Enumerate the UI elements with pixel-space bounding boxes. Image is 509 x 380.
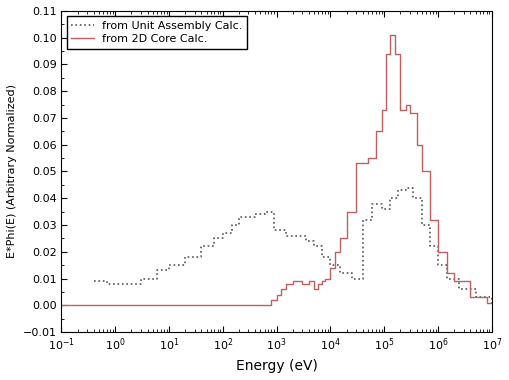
from 2D Core Calc. bbox=[322, 276, 328, 281]
from Unit Assembly Calc. bbox=[311, 244, 317, 249]
from 2D Core Calc. bbox=[403, 102, 409, 107]
from Unit Assembly Calc. bbox=[472, 295, 478, 299]
from Unit Assembly Calc. bbox=[327, 263, 333, 268]
from 2D Core Calc. bbox=[373, 129, 379, 134]
from 2D Core Calc. bbox=[444, 271, 450, 276]
from 2D Core Calc. bbox=[220, 303, 226, 307]
from Unit Assembly Calc. bbox=[395, 188, 401, 193]
from Unit Assembly Calc. bbox=[379, 207, 385, 211]
from Unit Assembly Calc. bbox=[489, 300, 495, 305]
from Unit Assembly Calc. bbox=[199, 244, 205, 249]
from Unit Assembly Calc. bbox=[500, 303, 506, 307]
from 2D Core Calc. bbox=[258, 303, 264, 307]
from Unit Assembly Calc. bbox=[319, 255, 325, 260]
from 2D Core Calc. bbox=[484, 300, 490, 305]
from 2D Core Calc. bbox=[331, 250, 337, 254]
from Unit Assembly Calc. bbox=[138, 276, 144, 281]
from Unit Assembly Calc. bbox=[403, 185, 409, 190]
from Unit Assembly Calc. bbox=[166, 263, 172, 268]
from 2D Core Calc. bbox=[379, 108, 385, 112]
from Unit Assembly Calc. bbox=[303, 239, 309, 243]
from 2D Core Calc. bbox=[451, 279, 457, 283]
from 2D Core Calc. bbox=[268, 298, 274, 302]
from Unit Assembly Calc. bbox=[252, 212, 258, 217]
from 2D Core Calc. bbox=[306, 279, 312, 283]
from 2D Core Calc. bbox=[467, 295, 473, 299]
from 2D Core Calc. bbox=[337, 236, 343, 241]
from 2D Core Calc. bbox=[327, 266, 333, 270]
from 2D Core Calc. bbox=[435, 250, 441, 254]
Line: from 2D Core Calc.: from 2D Core Calc. bbox=[62, 35, 503, 305]
from Unit Assembly Calc. bbox=[349, 276, 355, 281]
from Unit Assembly Calc. bbox=[427, 244, 433, 249]
Legend: from Unit Assembly Calc., from 2D Core Calc.: from Unit Assembly Calc., from 2D Core C… bbox=[67, 16, 247, 49]
from Unit Assembly Calc. bbox=[245, 215, 251, 219]
from 2D Core Calc. bbox=[500, 303, 506, 307]
from Unit Assembly Calc. bbox=[91, 279, 97, 283]
from 2D Core Calc. bbox=[316, 282, 322, 286]
from 2D Core Calc. bbox=[344, 209, 350, 214]
from 2D Core Calc. bbox=[392, 51, 398, 56]
from Unit Assembly Calc. bbox=[337, 271, 343, 276]
from Unit Assembly Calc. bbox=[271, 228, 277, 233]
from Unit Assembly Calc. bbox=[236, 215, 242, 219]
from 2D Core Calc. bbox=[427, 217, 433, 222]
from Unit Assembly Calc. bbox=[295, 233, 301, 238]
from 2D Core Calc. bbox=[419, 169, 425, 174]
X-axis label: Energy (eV): Energy (eV) bbox=[236, 359, 318, 373]
from Unit Assembly Calc. bbox=[457, 287, 463, 291]
from Unit Assembly Calc. bbox=[360, 217, 366, 222]
from 2D Core Calc. bbox=[290, 279, 296, 283]
from Unit Assembly Calc. bbox=[369, 201, 375, 206]
from 2D Core Calc. bbox=[299, 282, 305, 286]
from Unit Assembly Calc. bbox=[182, 255, 188, 260]
from Unit Assembly Calc. bbox=[387, 196, 393, 201]
from 2D Core Calc. bbox=[387, 33, 393, 37]
from Unit Assembly Calc. bbox=[410, 196, 416, 201]
Line: from Unit Assembly Calc.: from Unit Assembly Calc. bbox=[94, 188, 503, 305]
from 2D Core Calc. bbox=[398, 108, 404, 112]
from 2D Core Calc. bbox=[365, 156, 371, 160]
from 2D Core Calc. bbox=[383, 51, 389, 56]
from Unit Assembly Calc. bbox=[104, 282, 110, 286]
from 2D Core Calc. bbox=[278, 287, 284, 291]
from 2D Core Calc. bbox=[353, 161, 359, 166]
from 2D Core Calc. bbox=[319, 279, 325, 283]
from Unit Assembly Calc. bbox=[435, 263, 441, 268]
from 2D Core Calc. bbox=[59, 303, 65, 307]
from 2D Core Calc. bbox=[273, 292, 279, 297]
from Unit Assembly Calc. bbox=[229, 223, 235, 227]
from 2D Core Calc. bbox=[283, 282, 289, 286]
Y-axis label: E*Phi(E) (Arbitrary Normalized): E*Phi(E) (Arbitrary Normalized) bbox=[7, 84, 17, 258]
from 2D Core Calc. bbox=[311, 287, 317, 291]
from Unit Assembly Calc. bbox=[283, 233, 289, 238]
from Unit Assembly Calc. bbox=[444, 276, 450, 281]
from Unit Assembly Calc. bbox=[154, 268, 160, 273]
from Unit Assembly Calc. bbox=[122, 282, 128, 286]
from 2D Core Calc. bbox=[407, 110, 413, 115]
from Unit Assembly Calc. bbox=[419, 223, 425, 227]
from Unit Assembly Calc. bbox=[220, 231, 226, 235]
from Unit Assembly Calc. bbox=[262, 209, 268, 214]
from 2D Core Calc. bbox=[166, 303, 172, 307]
from Unit Assembly Calc. bbox=[211, 236, 217, 241]
from 2D Core Calc. bbox=[413, 142, 419, 147]
